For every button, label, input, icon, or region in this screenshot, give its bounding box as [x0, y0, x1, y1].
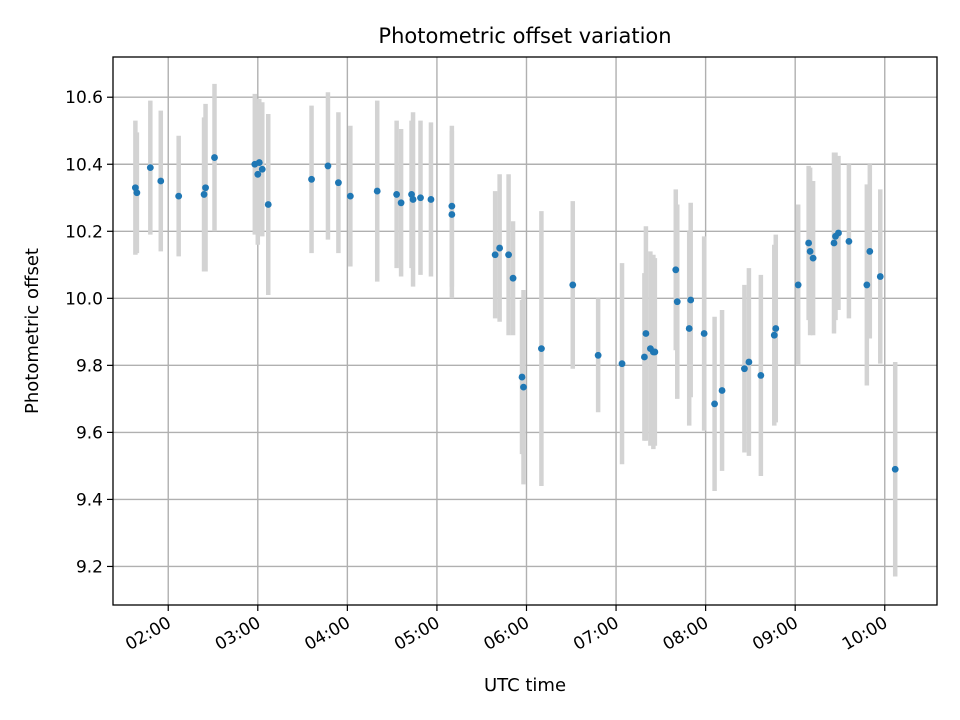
data-point	[491, 251, 499, 259]
data-point	[509, 274, 517, 282]
data-point	[520, 383, 527, 391]
data-point	[641, 353, 648, 361]
data-point	[133, 189, 141, 197]
data-point	[863, 281, 871, 289]
y-tick-label: 9.2	[76, 557, 103, 577]
data-point	[741, 365, 748, 373]
y-axis-title: Photometric offset	[22, 248, 43, 414]
data-point	[505, 251, 512, 259]
data-point	[202, 184, 209, 192]
data-point	[146, 164, 154, 172]
y-tick-label: 10.4	[65, 155, 103, 175]
y-tick-label: 10.6	[65, 88, 103, 108]
data-point	[409, 196, 417, 203]
data-point	[772, 325, 780, 332]
data-point	[805, 239, 813, 247]
data-point	[876, 273, 884, 280]
data-point	[618, 360, 626, 368]
data-point	[569, 281, 577, 289]
data-point	[157, 177, 165, 185]
data-point	[255, 159, 263, 166]
data-point	[845, 237, 853, 245]
data-point	[264, 201, 272, 208]
data-point	[672, 266, 680, 274]
data-point	[496, 244, 504, 252]
data-point	[673, 298, 681, 306]
y-tick-label: 10.0	[65, 289, 103, 309]
data-point	[397, 199, 405, 207]
y-tick-label: 10.2	[65, 222, 103, 242]
data-point	[346, 192, 354, 200]
data-point	[417, 194, 424, 202]
data-point	[651, 348, 659, 356]
data-point	[770, 331, 778, 339]
data-point	[324, 162, 332, 170]
data-point	[594, 351, 602, 359]
data-point	[794, 281, 802, 289]
data-point	[866, 247, 874, 255]
data-point	[448, 202, 456, 210]
data-point	[711, 400, 718, 408]
data-point	[518, 373, 526, 381]
data-point	[745, 358, 753, 366]
data-point	[809, 254, 817, 262]
data-point	[393, 191, 401, 198]
y-tick-label: 9.6	[76, 423, 103, 443]
data-point	[258, 165, 266, 173]
y-tick-label: 9.8	[76, 356, 103, 376]
data-point	[200, 191, 208, 198]
data-point	[538, 345, 545, 352]
data-point	[891, 465, 899, 473]
data-point	[757, 372, 765, 379]
data-point	[175, 192, 183, 200]
point-layer	[131, 154, 899, 473]
data-point	[211, 154, 218, 161]
data-point	[373, 187, 381, 195]
data-point	[427, 196, 435, 203]
data-point	[642, 330, 650, 337]
data-point	[830, 239, 838, 247]
y-tick-label: 9.4	[76, 490, 103, 510]
data-point	[687, 296, 695, 304]
data-point	[685, 325, 693, 332]
data-point	[308, 175, 315, 183]
data-point	[718, 387, 726, 394]
data-point	[700, 330, 708, 337]
data-point	[335, 179, 342, 187]
chart-title: Photometric offset variation	[378, 24, 671, 48]
x-axis-title: UTC time	[484, 675, 566, 696]
plot-frame	[112, 56, 938, 606]
data-point	[806, 247, 814, 255]
data-point	[448, 211, 456, 218]
data-point	[254, 170, 262, 178]
data-point	[835, 229, 842, 237]
